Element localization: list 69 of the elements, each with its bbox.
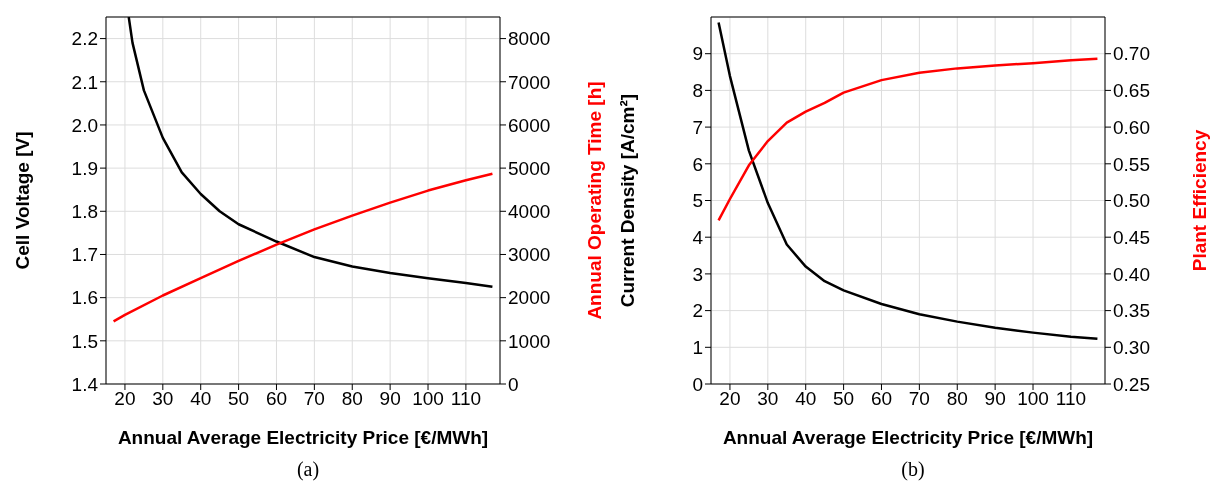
y-tick-label: 1.8 [71, 201, 98, 223]
y-tick-label: 5 [692, 190, 703, 212]
y2-tick-label: 0.35 [1113, 300, 1150, 322]
x-axis-title: Annual Average Electricity Price [€/MWh] [722, 427, 1094, 448]
x-tick-label: 100 [1017, 388, 1049, 410]
x-tick-label: 70 [303, 388, 325, 410]
y-tick-label: 8 [692, 80, 703, 102]
y2-tick-label: 6000 [508, 114, 551, 136]
y2-tick-label: 0.65 [1113, 80, 1150, 102]
x-tick-label: 80 [341, 388, 363, 410]
x-tick-label: 40 [795, 388, 817, 410]
x-tick-label: 110 [450, 388, 482, 410]
y-tick-label: 2.2 [71, 28, 98, 50]
line-series [717, 57, 1099, 222]
y2-axis-title: Plant Efficiency [1188, 129, 1210, 272]
x-tick-label: 80 [946, 388, 968, 410]
y-tick-label: 3 [692, 263, 703, 285]
y-tick-label: 1.4 [71, 373, 99, 395]
y-tick-label: 6 [692, 153, 703, 175]
y2-tick-label: 4000 [508, 201, 551, 223]
y2-tick-label: 1000 [508, 330, 551, 352]
y-tick-label: 1 [692, 337, 703, 359]
y2-tick-label: 0.70 [1113, 43, 1150, 65]
x-tick-label: 110 [1055, 388, 1087, 410]
y-tick-label: 4 [692, 226, 704, 248]
y-tick-label: 1.7 [71, 244, 98, 266]
line-series [112, 172, 494, 323]
y2-tick-label: 0.50 [1113, 190, 1150, 212]
text: (b) [900, 458, 926, 481]
y2-axis-title: Annual Operating Time [h] [583, 81, 605, 320]
y2-tick-label: 0.30 [1113, 337, 1150, 359]
y-tick-label: 1.5 [71, 330, 98, 352]
y-tick-label: 0 [692, 373, 703, 395]
y2-tick-label: 0.60 [1113, 116, 1150, 138]
y2-tick-label: 0.45 [1113, 226, 1150, 248]
x-tick-label: 100 [412, 388, 444, 410]
x-tick-label: 20 [114, 388, 136, 410]
y-tick-label: 2.0 [71, 114, 98, 136]
y-tick-label: 1.6 [71, 287, 98, 309]
y2-tick-label: 0.55 [1113, 153, 1150, 175]
y2-tick-label: 3000 [508, 244, 551, 266]
x-tick-label: 40 [190, 388, 212, 410]
line-series [717, 21, 1099, 341]
y-axis-title: Cell Voltage [V] [11, 131, 33, 270]
x-tick-label: 20 [719, 388, 741, 410]
y-tick-label: 7 [692, 116, 703, 138]
x-tick-label: 30 [152, 388, 174, 410]
x-tick-label: 60 [870, 388, 893, 410]
y-tick-label: 1.9 [71, 157, 98, 179]
y2-tick-label: 7000 [508, 71, 551, 93]
y-tick-label: 2 [692, 300, 703, 322]
y2-tick-label: 0 [508, 373, 519, 395]
y-tick-label: 2.1 [71, 71, 98, 93]
x-tick-label: 90 [379, 388, 401, 410]
x-tick-label: 30 [757, 388, 779, 410]
x-axis-title: Annual Average Electricity Price [€/MWh] [117, 427, 489, 448]
y2-tick-label: 0.40 [1113, 263, 1150, 285]
y2-tick-label: 5000 [508, 157, 551, 179]
x-tick-label: 70 [908, 388, 930, 410]
x-tick-label: 60 [265, 388, 288, 410]
y2-tick-label: 8000 [508, 28, 551, 50]
x-tick-label: 50 [833, 388, 855, 410]
text: (a) [295, 458, 321, 481]
y2-tick-label: 0.25 [1113, 373, 1150, 395]
x-tick-label: 90 [984, 388, 1006, 410]
y-tick-label: 9 [692, 43, 703, 65]
x-tick-label: 50 [228, 388, 250, 410]
y2-tick-label: 2000 [508, 287, 551, 309]
y-axis-title: Current Density [A/cm²] [616, 93, 638, 308]
